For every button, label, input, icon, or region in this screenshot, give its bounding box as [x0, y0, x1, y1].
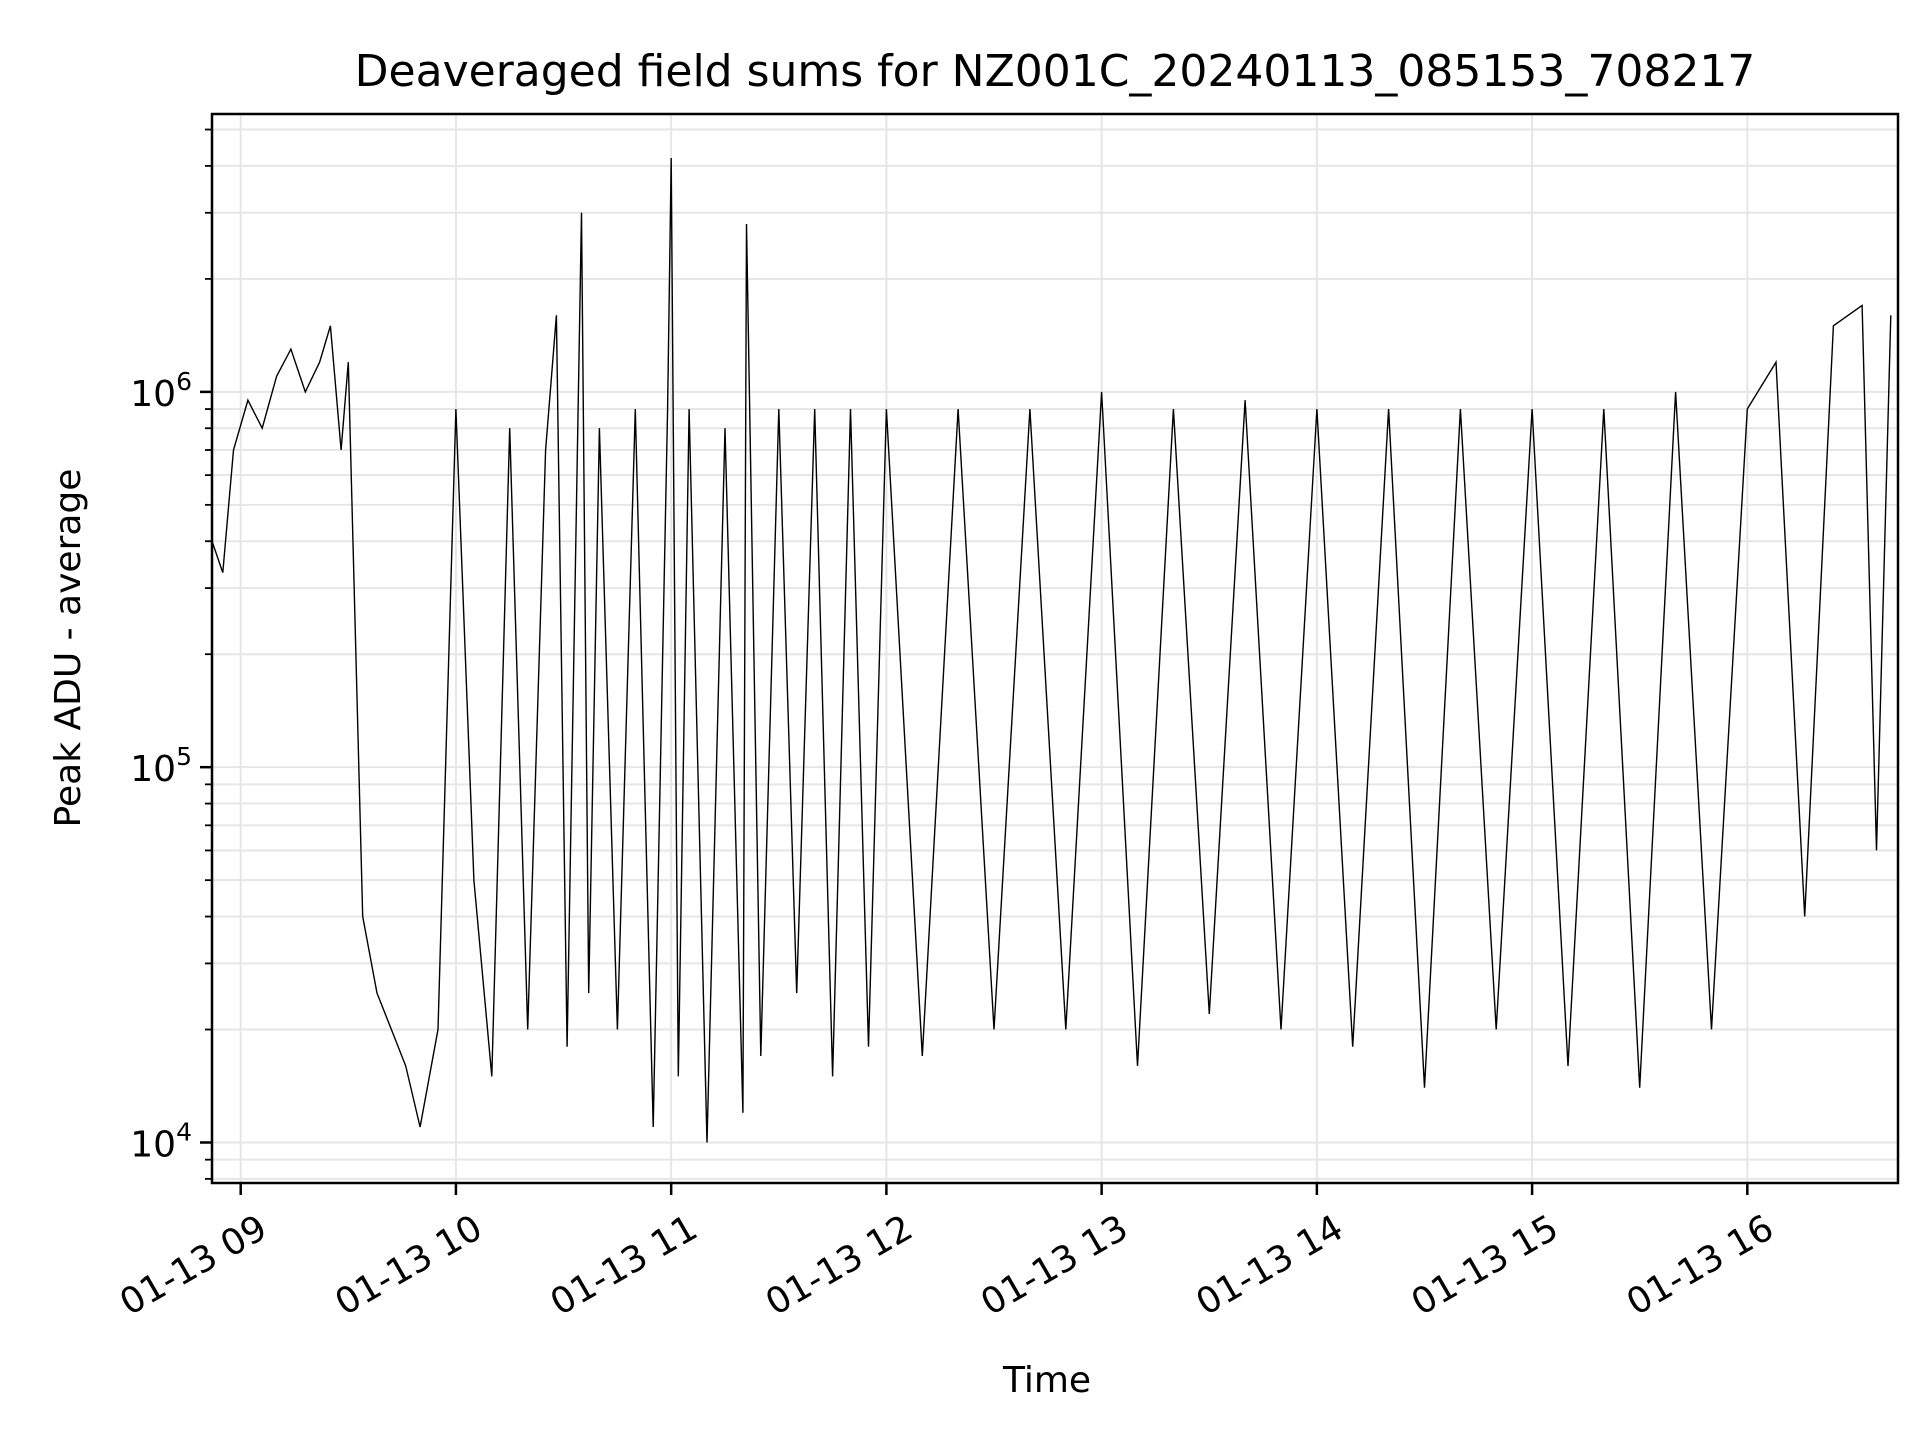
y-tick-label: 106 — [130, 367, 192, 415]
x-tick-label: 01-13 10 — [329, 1207, 490, 1323]
series-line — [211, 157, 1892, 1143]
y-tick-label: 104 — [130, 1118, 192, 1166]
plot-frame — [210, 112, 1900, 1185]
x-tick-label: 01-13 09 — [113, 1207, 274, 1323]
y-axis-label: Peak ADU - average — [48, 469, 89, 828]
x-axis-label: Time — [1002, 1360, 1091, 1401]
x-tick-label: 01-13 15 — [1405, 1207, 1566, 1323]
chart-title: Deaveraged field sums for NZ001C_2024011… — [355, 46, 1756, 97]
grid-lines — [212, 114, 1898, 1183]
x-tick-label: 01-13 14 — [1189, 1207, 1350, 1323]
x-tick-label: 01-13 16 — [1620, 1207, 1781, 1323]
x-tick-label: 01-13 12 — [759, 1207, 920, 1323]
y-tick-label: 105 — [130, 742, 192, 790]
axis-ticks: 01-13 09 01-13 10 01-13 11 01-13 12 01-13 13… — [113, 128, 1781, 1324]
x-tick-label: 01-13 11 — [544, 1207, 705, 1323]
x-tick-label: 01-13 13 — [974, 1207, 1135, 1323]
